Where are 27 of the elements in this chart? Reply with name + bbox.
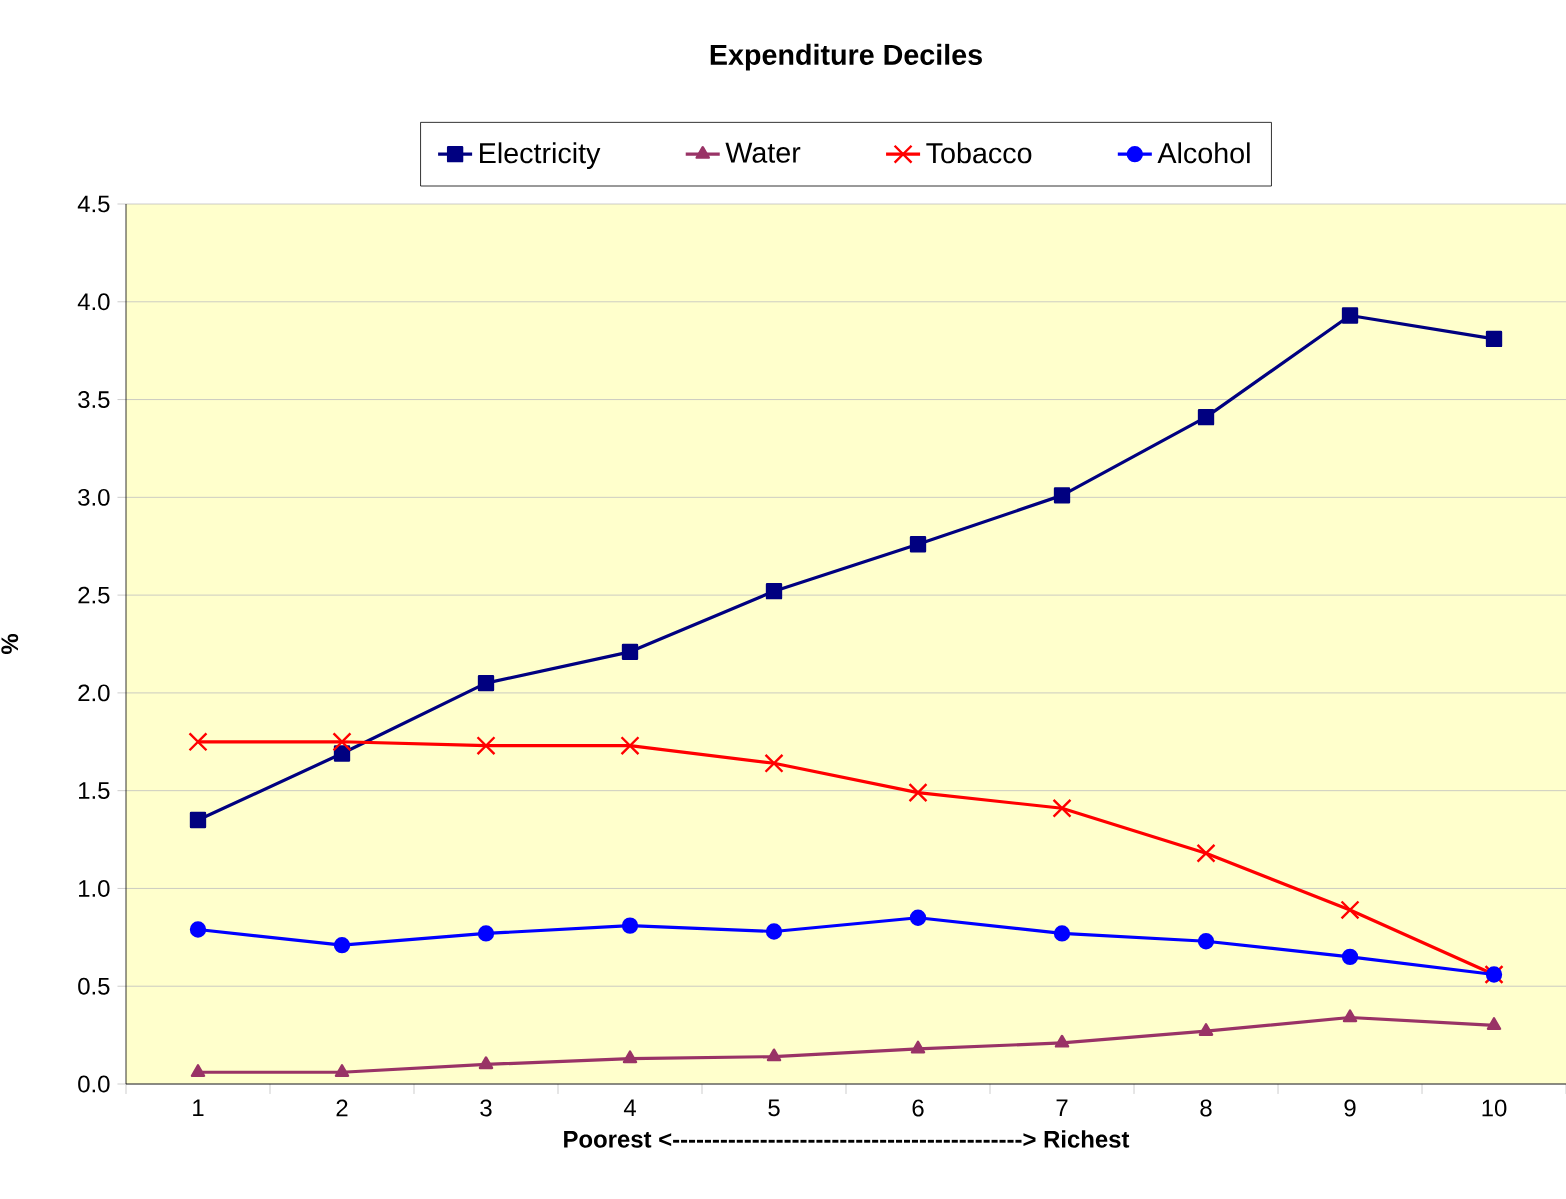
y-tick-label: 3.5: [78, 391, 110, 409]
x-tick-label: 8: [1200, 1099, 1212, 1117]
y-tick-label: 4.5: [77, 195, 110, 213]
y-tick-label: 1.0: [79, 879, 110, 897]
x-tick-label: 10: [1482, 1099, 1507, 1117]
y-tick-label: 3.0: [78, 488, 110, 506]
x-tick-label: 4: [623, 1099, 636, 1116]
x-axis-title: Poorest <--------------------------------------------> Richest: [564, 1130, 1130, 1148]
chart-title: Expenditure Deciles: [710, 43, 982, 71]
legend-label: Water: [725, 142, 801, 163]
legend-label: Alcohol: [1157, 142, 1250, 164]
y-tick-label: 2.5: [78, 586, 110, 604]
x-tick-label: 9: [1344, 1099, 1356, 1117]
y-tick-label: 0.0: [78, 1075, 110, 1093]
x-tick-label: 2: [336, 1099, 348, 1117]
x-tick-label: 6: [912, 1099, 924, 1117]
legend-label: Electricity: [480, 142, 601, 170]
y-axis-title: %: [1, 634, 19, 655]
x-tick-label: 7: [1056, 1099, 1068, 1116]
y-tick-label: 0.5: [78, 977, 110, 995]
y-tick-label: 2.0: [78, 684, 110, 702]
x-tick-label: 5: [768, 1099, 780, 1117]
legend-label: Tobacco: [926, 142, 1032, 164]
x-tick-label: 1: [193, 1099, 204, 1116]
x-tick-label: 3: [480, 1099, 492, 1117]
y-tick-label: 1.5: [79, 782, 110, 799]
y-tick-label: 4.0: [77, 293, 110, 311]
